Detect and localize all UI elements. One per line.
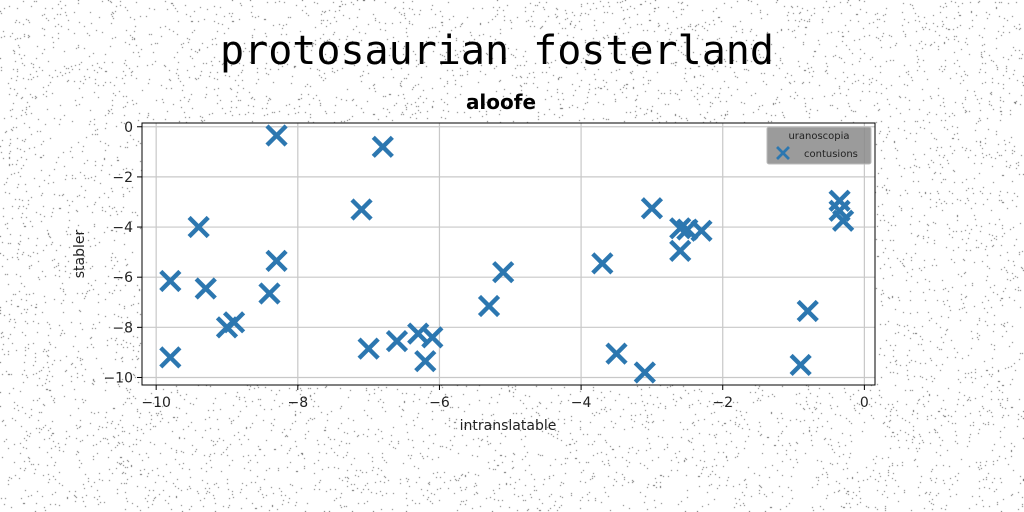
y-axis-label: stabler xyxy=(72,230,88,279)
data-point xyxy=(159,346,182,369)
data-point xyxy=(265,249,288,273)
x-tick-label: −10 xyxy=(141,395,171,411)
data-point xyxy=(222,311,246,334)
data-point xyxy=(690,219,713,242)
data-point xyxy=(414,350,437,373)
y-tick-label: −10 xyxy=(103,370,133,386)
y-tick-label: −2 xyxy=(112,170,133,186)
data-point xyxy=(194,277,217,300)
legend-label: contusions xyxy=(804,149,858,160)
data-point xyxy=(605,342,628,365)
y-tick-label: −6 xyxy=(112,270,133,286)
plot-frame xyxy=(141,122,876,386)
axis-ticks: −10 −8 −6 −4 −2 0 0 −2 −4 −6 −8 −10 xyxy=(103,120,868,411)
x-axis-label: intranslatable xyxy=(460,418,557,434)
x-tick-label: −6 xyxy=(429,395,450,411)
data-point xyxy=(265,124,288,147)
data-point xyxy=(633,361,656,384)
chart-title: aloofe xyxy=(466,90,536,114)
y-tick-label: −4 xyxy=(112,220,133,236)
data-point xyxy=(591,252,614,275)
data-point xyxy=(796,299,819,323)
y-tick-label: 0 xyxy=(124,120,133,136)
x-tick-label: 0 xyxy=(860,395,869,411)
data-point xyxy=(385,330,409,353)
x-tick-label: −4 xyxy=(571,395,592,411)
data-point xyxy=(832,209,855,232)
y-tick-label: −8 xyxy=(112,320,133,336)
data-point xyxy=(789,353,812,377)
data-point xyxy=(640,197,664,220)
data-point xyxy=(492,261,515,284)
data-point xyxy=(350,198,373,221)
legend-marker xyxy=(776,146,790,160)
plot-area xyxy=(142,123,875,385)
figure-title: protosaurian fosterland xyxy=(220,28,774,74)
data-point xyxy=(477,294,501,318)
data-point xyxy=(258,282,281,305)
legend-marker-glyph xyxy=(776,146,790,160)
data-point xyxy=(159,269,182,293)
data-point xyxy=(357,337,380,360)
x-tick-label: −8 xyxy=(287,395,308,411)
data-point xyxy=(371,135,394,158)
legend-title: uranoscopia xyxy=(788,131,849,142)
legend-box xyxy=(766,126,872,165)
data-point xyxy=(669,239,692,262)
data-point xyxy=(421,326,444,349)
legend: uranoscopia contusions xyxy=(766,126,872,165)
data-point xyxy=(187,215,210,239)
x-tick-label: −2 xyxy=(712,395,733,411)
data-points xyxy=(159,124,855,384)
